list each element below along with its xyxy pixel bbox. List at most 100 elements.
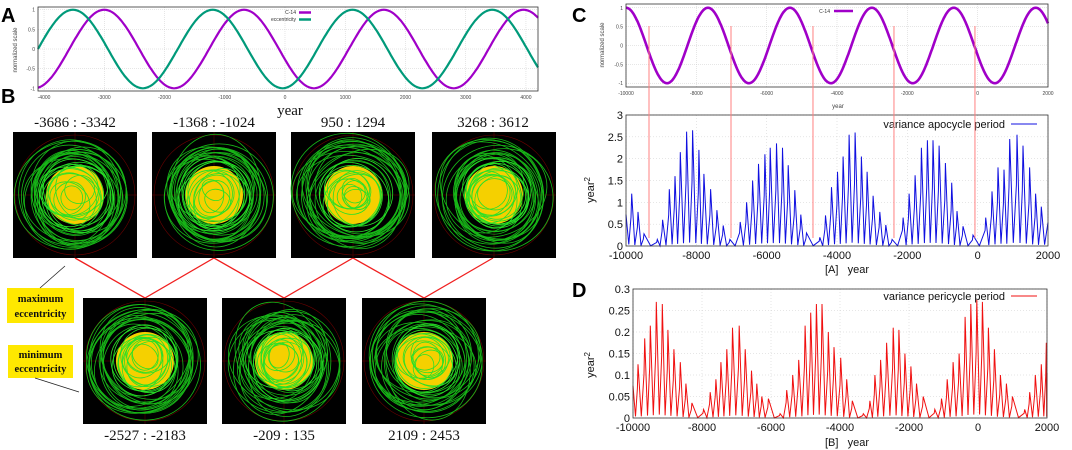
x-tick-label: -2000 xyxy=(901,91,914,97)
legend-c-c14-label: C-14 xyxy=(819,9,830,15)
y-tick-label: 0.25 xyxy=(609,306,630,318)
orbit-path xyxy=(411,346,445,374)
orbit-path xyxy=(336,184,363,210)
x-tick-label: 2000 xyxy=(400,95,411,101)
max-tag-line2: eccentricity xyxy=(15,309,68,320)
orbit-path xyxy=(395,336,451,379)
orbit-max-4 xyxy=(432,132,556,258)
plot-frame xyxy=(632,288,1048,419)
orbit-path xyxy=(374,319,471,406)
orbit-path xyxy=(181,155,258,227)
chart-a-sinusoids: -4000 -3000 -2000 -1000 0 1000 2000 3000 4000 -1 -… xyxy=(26,6,539,101)
orbit-path xyxy=(40,164,99,217)
chart-c-apocycle-variance: -10000 -8000 -6000 -4000 -2000 0 2000 0 0.5 1 1.5 2… xyxy=(608,110,1061,262)
orbit-label-max-3: 950 : 1294 xyxy=(321,115,386,131)
y-tick-label: 3 xyxy=(617,110,623,122)
orbit-path xyxy=(437,140,544,252)
orbit-path xyxy=(393,325,461,393)
orbit-label-min-3: 2109 : 2453 xyxy=(388,428,460,444)
orbit-path xyxy=(394,329,459,397)
panel-label-b: B xyxy=(1,86,15,108)
orbit-path xyxy=(36,151,109,235)
orbit-path xyxy=(60,185,84,211)
orbit-images xyxy=(13,132,556,424)
orbit-path xyxy=(385,310,471,421)
orbit-path xyxy=(306,148,410,242)
orbit-label-min-1: -2527 : -2183 xyxy=(104,428,186,444)
x-tick-label: -6000 xyxy=(757,422,785,434)
chart-a-xlabel: year xyxy=(277,103,303,119)
x-tick-label: -3000 xyxy=(98,95,111,101)
orbit-path xyxy=(290,132,405,247)
orbit-path xyxy=(124,334,168,386)
orbit-path xyxy=(187,170,240,229)
plot-frame xyxy=(625,114,1049,247)
y-tick-label: 2.5 xyxy=(608,132,623,144)
chart-c-c14: -10000 -8000 -6000 -4000 -2000 0 2000 -1 -0.5 0 0.… xyxy=(614,3,1054,97)
max-tag-line1: maximum xyxy=(18,294,64,305)
x-tick-label: -6000 xyxy=(753,250,781,262)
orbit-path xyxy=(193,180,231,219)
orbit-path xyxy=(383,308,467,411)
x-tick-label: -4000 xyxy=(831,91,844,97)
orbit-path xyxy=(411,346,441,371)
orbit-max-3 xyxy=(290,132,415,258)
x-tick-label: -6000 xyxy=(760,91,773,97)
orbit-min-2 xyxy=(222,298,346,424)
orbit-path xyxy=(177,169,250,232)
orbit-path xyxy=(201,179,225,202)
orbit-path xyxy=(248,322,325,404)
y-tick-label: 1 xyxy=(620,6,623,12)
orbit-max-1 xyxy=(13,132,137,258)
y-tick-label: 0.15 xyxy=(609,349,630,361)
orbit-min-1 xyxy=(83,298,207,424)
orbit-path xyxy=(111,336,172,397)
chart-c-top-xlabel: year xyxy=(832,104,844,110)
series-line-eccentricity xyxy=(37,8,539,90)
chart-d-pericycle-variance: -10000 -8000 -6000 -4000 -2000 0 2000 0 0.05 0.1 0… xyxy=(609,284,1060,434)
y-tick-label: -1 xyxy=(31,86,36,92)
orbit-path xyxy=(98,318,190,403)
chart-c-bottom-ylabel: year2 xyxy=(583,177,597,203)
plot-frame xyxy=(625,3,1049,88)
orbit-path xyxy=(252,331,323,402)
c14-zero-crossing-markers xyxy=(648,26,976,238)
x-tick-label: -4000 xyxy=(823,250,851,262)
orbit-path xyxy=(328,178,370,215)
x-tick-label: -8000 xyxy=(682,250,710,262)
orbit-path xyxy=(47,165,114,232)
y-tick-label: 0 xyxy=(617,241,623,253)
orbit-path xyxy=(305,137,407,244)
orbit-path xyxy=(102,324,184,410)
orbit-path xyxy=(18,139,122,246)
legend-pericycle-label: variance pericycle period xyxy=(883,291,1005,303)
orbit-path xyxy=(173,147,261,241)
y-tick-label: 0 xyxy=(32,47,35,53)
x-tick-label: 3000 xyxy=(460,95,471,101)
orbit-path xyxy=(260,332,316,388)
orbit-path xyxy=(263,339,296,372)
orbit-path xyxy=(43,158,112,226)
chart-d-ylabel: year2 xyxy=(583,352,597,378)
legend-c14-label: C-14 xyxy=(285,10,296,16)
orbit-path xyxy=(454,152,525,234)
orbit-path xyxy=(168,155,254,234)
orbit-path xyxy=(41,172,97,228)
orbit-path xyxy=(301,144,410,238)
x-tick-label: 2000 xyxy=(1035,422,1059,434)
x-tick-label: -4000 xyxy=(826,422,854,434)
y-tick-label: 0 xyxy=(624,413,630,425)
orbit-connector-lines xyxy=(74,257,494,299)
series-line-c-14 xyxy=(626,6,1050,85)
orbit-label-max-2: -1368 : -1024 xyxy=(173,115,255,131)
orbit-label-max-4: 3268 : 3612 xyxy=(457,115,529,131)
x-tick-label: 0 xyxy=(976,91,979,97)
x-tick-label: -8000 xyxy=(688,422,716,434)
orbit-path xyxy=(452,157,533,232)
x-tick-label: 1000 xyxy=(340,95,351,101)
zigzag-connector xyxy=(74,257,494,299)
orbit-path xyxy=(255,333,303,385)
y-tick-label: 2 xyxy=(617,154,623,166)
orbit-path xyxy=(171,148,255,231)
x-tick-label: 0 xyxy=(284,95,287,101)
